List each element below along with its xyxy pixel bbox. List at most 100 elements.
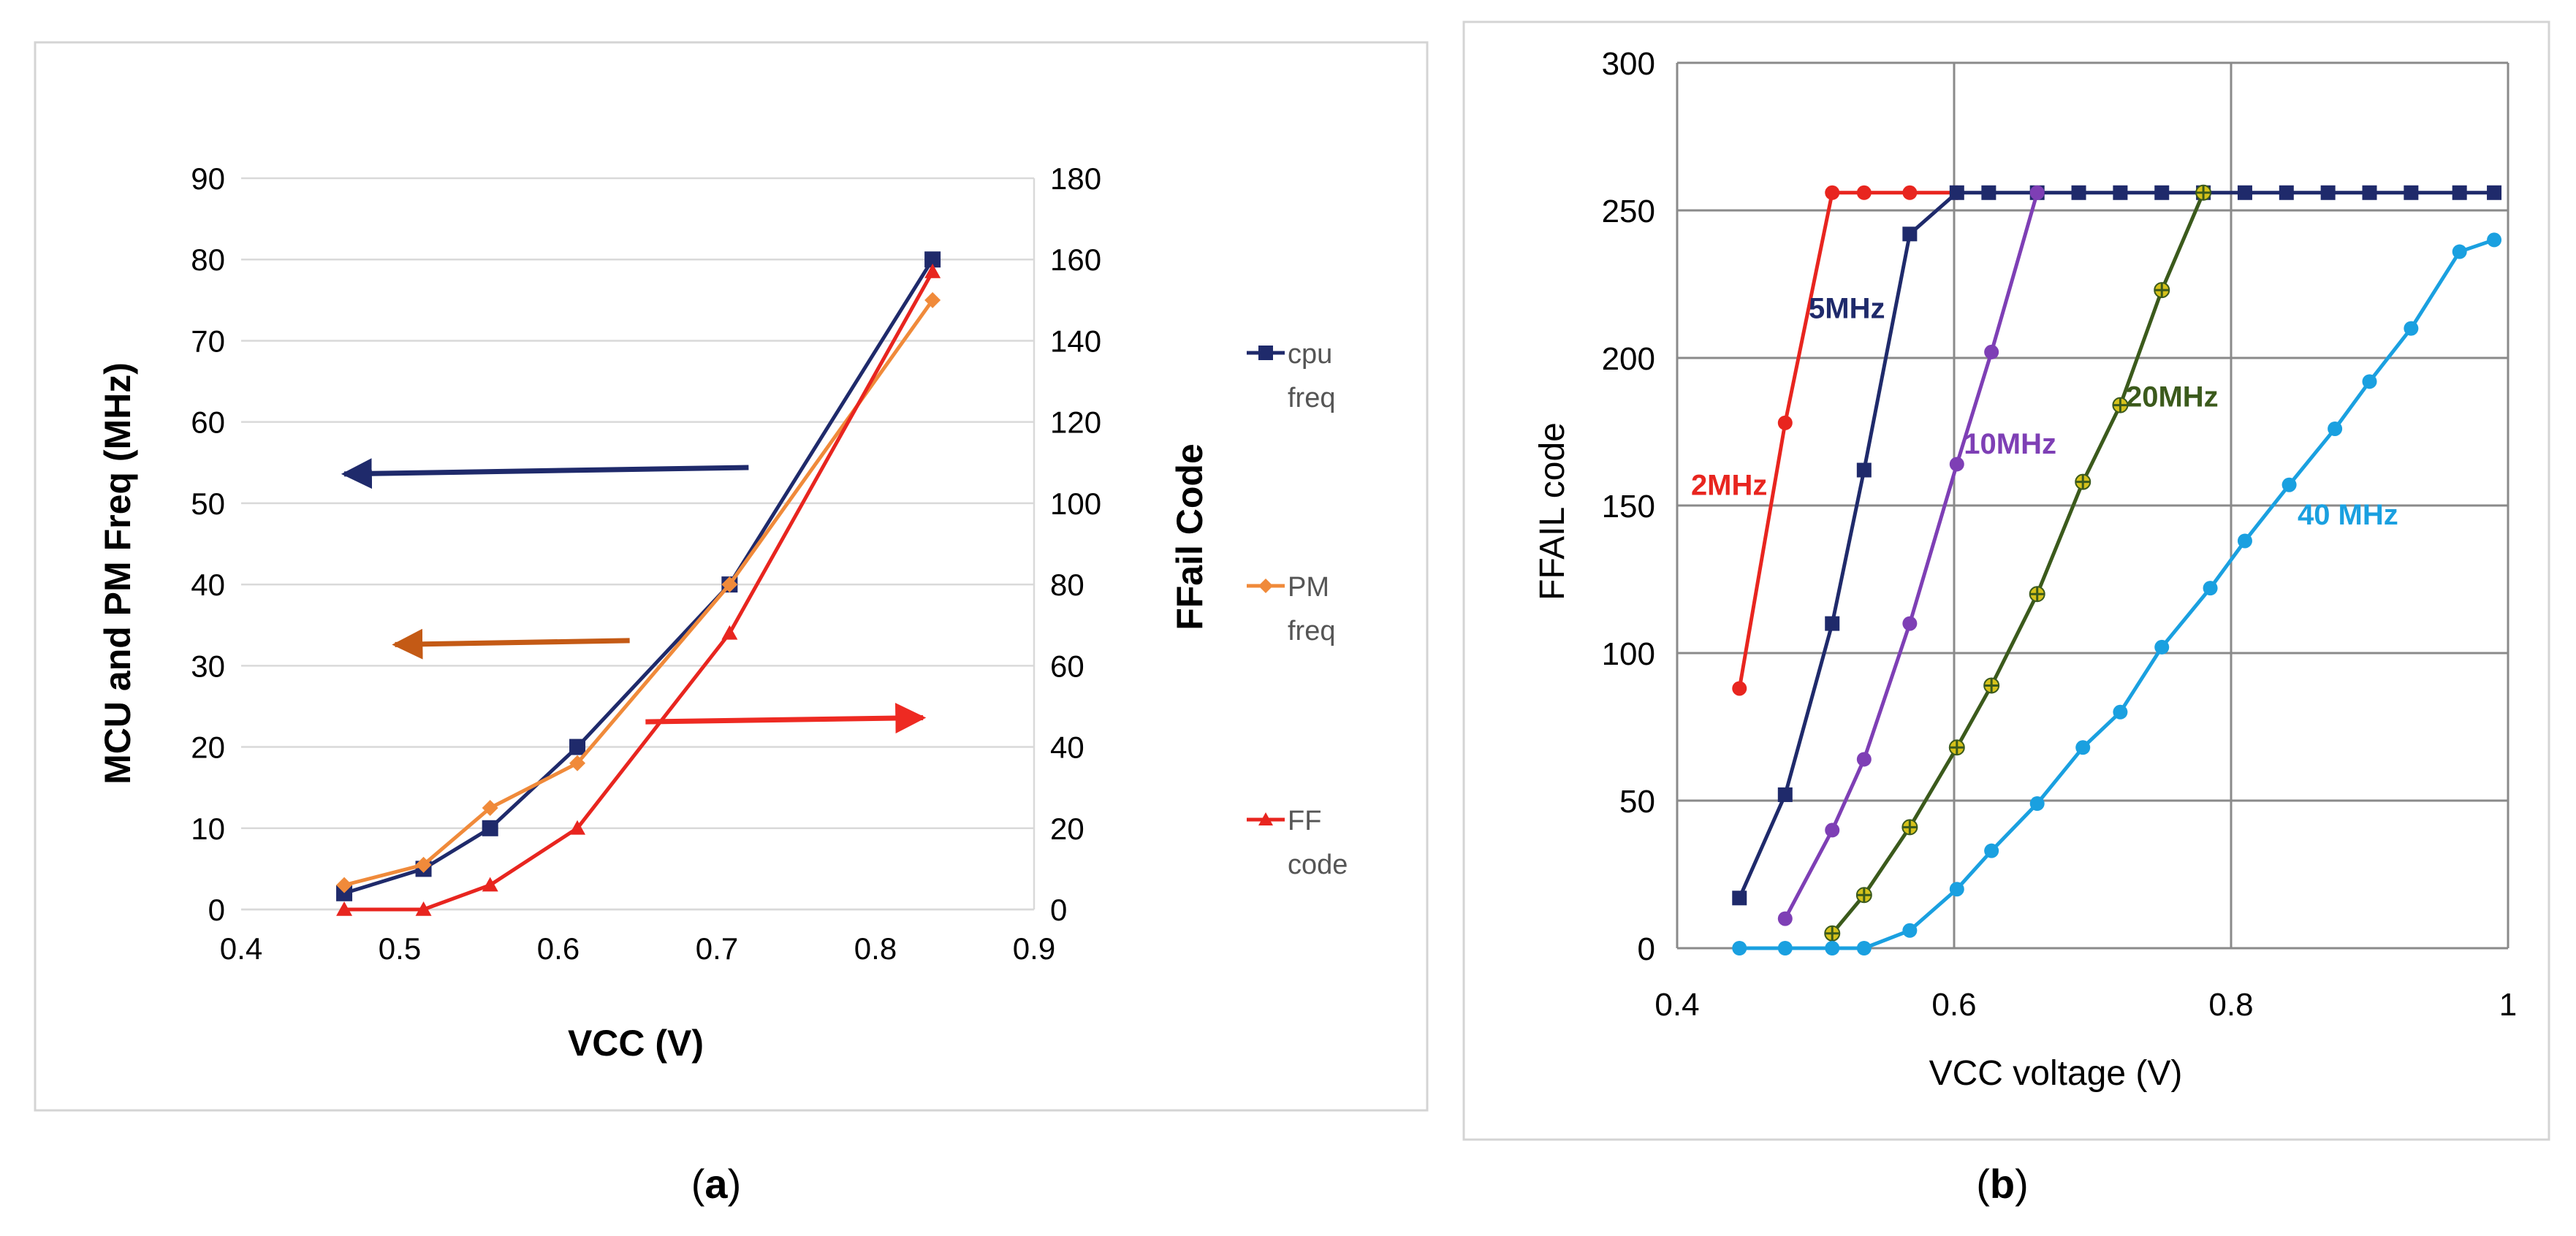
chart-b-y-tick-label: 0: [1638, 931, 1655, 967]
chart-b-data-point: [2195, 184, 2212, 201]
chart-b-data-point: [1732, 941, 1747, 955]
chart-b-data-point: [1983, 677, 2000, 694]
chart-b-data-point: [1949, 457, 1964, 472]
chart-a-data-point: [569, 755, 586, 771]
chart-b-data-point: [1948, 739, 1965, 756]
chart-b-data-point: [2075, 740, 2091, 755]
chart-a-y-tick-label: 90: [191, 161, 225, 196]
chart-a-y-tick-label: 30: [191, 649, 225, 683]
chart-b-y-tick-label: 100: [1602, 636, 1655, 672]
chart-b-data-point: [1856, 462, 1872, 478]
chart-b-data-point: [1777, 941, 1793, 955]
chart-b-data-point: [2154, 282, 2170, 299]
chart-a-annotations: [341, 458, 927, 734]
chart-a-y2-tick-label: 0: [1050, 893, 1067, 927]
chart-b-data-point: [2203, 581, 2218, 596]
chart-b-data-point: [2029, 185, 2045, 200]
chart-a-data-point: [721, 625, 738, 640]
chart-b-data-point: [2075, 473, 2091, 490]
chart-panel-b: 0 50 100 150 200 250 300 0.4 0.6 0.8 1 2MHz 5MHz 10M…: [1462, 20, 2550, 1141]
chart-b-data-point: [1902, 185, 1918, 200]
chart-a-y-tick-label: 80: [191, 243, 225, 277]
chart-b-data-point: [1856, 185, 1872, 200]
caption-a-letter: a: [704, 1161, 728, 1207]
chart-b-data-point: [1732, 681, 1747, 696]
chart-b-data-point: [1981, 185, 1996, 200]
chart-a-legend-label: FF: [1288, 806, 1321, 836]
chart-b-data-point: [2362, 374, 2377, 389]
chart-b-data-point: [2320, 185, 2336, 200]
chart-b-data-point: [1901, 819, 1918, 836]
chart-a-x-tick-label: 0.4: [220, 931, 262, 966]
chart-b-data-point: [1777, 911, 1793, 926]
caption-b-letter: b: [1990, 1161, 2015, 1207]
chart-a-data-point: [415, 856, 432, 873]
chart-a-legend-label: freq: [1288, 616, 1335, 646]
chart-a-data-point: [924, 251, 941, 268]
chart-b-data-point: [1949, 882, 1964, 897]
chart-b-frame: [1462, 20, 2550, 1141]
caption-b: (b): [1976, 1161, 2029, 1207]
chart-a-y2-tick-label: 160: [1050, 243, 1101, 277]
chart-b-data-point: [2113, 704, 2128, 720]
chart-b-data-point: [1856, 752, 1872, 767]
chart-b-data-point: [2404, 321, 2419, 336]
chart-a-legend-marker: [1258, 346, 1273, 360]
chart-b-data-point: [2487, 232, 2502, 248]
chart-b-x-tick-label: 0.4: [1654, 987, 1699, 1023]
chart-a-y-tick-label: 50: [191, 487, 225, 521]
caption-b-close-paren: ): [2015, 1161, 2029, 1207]
chart-a-legend-label: PM: [1288, 572, 1329, 603]
chart-b-data-point: [2112, 397, 2129, 413]
chart-b-y-tick-label: 250: [1602, 194, 1655, 229]
chart-b-data-point: [2154, 639, 2170, 655]
chart-a-data-point: [482, 877, 498, 892]
svg-text:(a): (a): [691, 1161, 741, 1207]
chart-b-data-point: [2404, 185, 2419, 200]
chart-b-y-axis-label: FFAIL code: [1533, 422, 1572, 600]
chart-b-data-point: [1777, 415, 1793, 430]
chart-b-data-point: [1824, 925, 1841, 942]
chart-b-data-point: [1855, 887, 1872, 904]
chart-a-data-point: [482, 820, 498, 836]
chart-a-data-point: [415, 901, 432, 916]
chart-b-data-point: [1984, 344, 1999, 359]
chart-b-y-tick-label: 50: [1619, 784, 1655, 820]
chart-b-data-point: [2113, 185, 2128, 200]
chart-b-data-point: [2237, 533, 2252, 549]
chart-b-data-point: [1825, 941, 1840, 955]
chart-b-x-axis-label: VCC voltage (V): [1929, 1054, 2183, 1093]
chart-a-y-tick-label: 70: [191, 324, 225, 358]
chart-b-series-label: 10MHz: [1964, 428, 2056, 460]
chart-a-tick-labels: 0 10 20 30 40 50 60 70 80 90 0 20 40 60 80 100 120 140 160…: [191, 161, 1101, 966]
chart-a-x-tick-label: 0.6: [537, 931, 580, 966]
chart-a-legend: cpu freq PM freq FF code: [1247, 339, 1348, 880]
chart-b-data-point: [2487, 185, 2502, 200]
chart-a-data-point: [924, 263, 941, 278]
chart-b-data-point: [1825, 823, 1840, 838]
chart-a-y-tick-label: 0: [208, 893, 225, 927]
chart-b-data-point: [1856, 941, 1872, 955]
chart-a-data-point: [336, 877, 353, 893]
chart-a-y2-tick-label: 20: [1050, 812, 1084, 846]
chart-a-series: [336, 251, 941, 916]
pm-axis-arrow: [392, 628, 630, 660]
chart-b-y-tick-label: 200: [1602, 341, 1655, 377]
chart-a-data-point: [721, 576, 738, 593]
caption-a-close-paren: ): [728, 1161, 742, 1207]
chart-b-series-label: 40 MHz: [2298, 499, 2398, 531]
ff-axis-arrow: [645, 703, 927, 734]
chart-b-y-tick-label: 150: [1602, 489, 1655, 524]
chart-b-data-point: [2029, 796, 2045, 812]
chart-b-data-point: [1825, 185, 1840, 200]
chart-b-data-point: [2452, 244, 2467, 259]
chart-a-y2-tick-label: 180: [1050, 161, 1101, 196]
caption-a: (a): [691, 1161, 741, 1207]
chart-a-y2-axis-label: FFail Code: [1169, 443, 1210, 630]
chart-b-tick-labels: 0 50 100 150 200 250 300 0.4 0.6 0.8 1: [1602, 46, 2518, 1023]
chart-a-y2-tick-label: 100: [1050, 487, 1101, 521]
chart-a-frame: [34, 41, 1429, 1112]
chart-a-y2-tick-label: 40: [1050, 730, 1084, 765]
chart-a-y-tick-label: 20: [191, 730, 225, 765]
chart-a-data-point: [569, 820, 586, 835]
